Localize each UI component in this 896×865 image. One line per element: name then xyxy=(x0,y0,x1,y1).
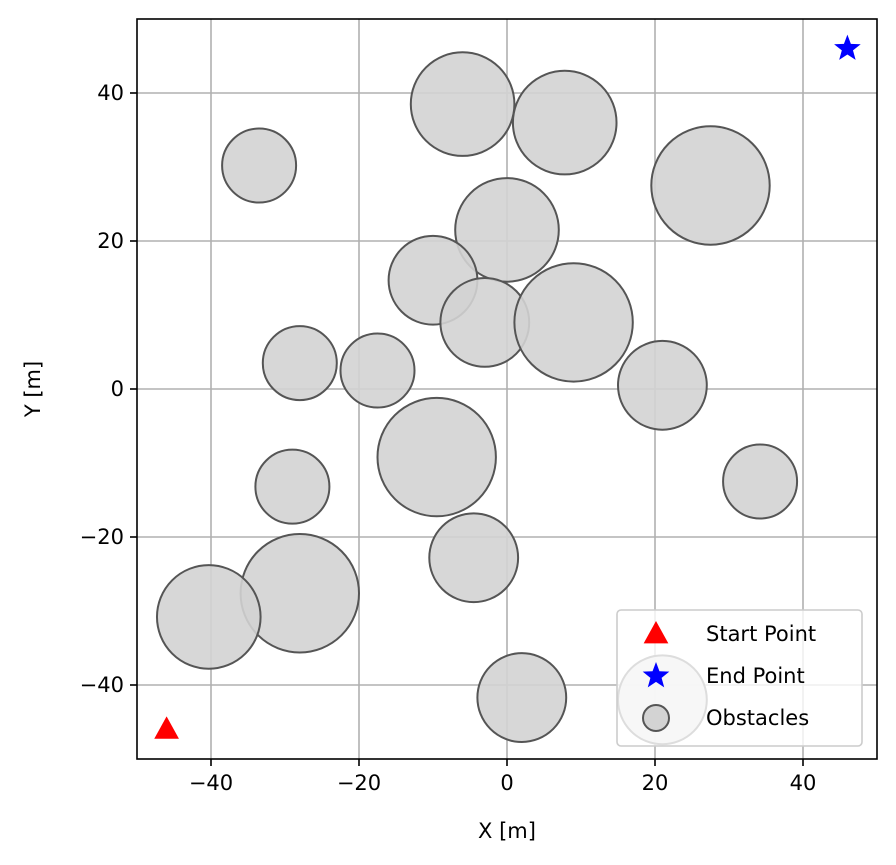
start-point-marker xyxy=(154,716,179,739)
x-tick-label: 20 xyxy=(642,771,669,795)
obstacle-circle xyxy=(617,339,708,431)
obstacle-circle xyxy=(428,512,520,604)
legend-start-marker xyxy=(643,621,669,644)
y-tick-label: 20 xyxy=(97,229,124,253)
legend-box xyxy=(616,609,863,747)
obstacle-circle xyxy=(476,652,568,743)
obstacle-circle xyxy=(155,564,262,670)
obstacle-circle xyxy=(221,127,298,204)
ticks: −40 −20 0 20 40 −40 −20 0 20 40 xyxy=(80,81,817,795)
obstacle-circle xyxy=(261,325,338,402)
obstacle-circle xyxy=(513,262,634,383)
x-tick-label: −20 xyxy=(337,771,381,795)
obstacle-circle xyxy=(376,396,497,518)
obstacle-circle xyxy=(254,448,331,525)
obstacle-circle xyxy=(511,69,618,176)
y-tick-label: 0 xyxy=(111,377,124,401)
legend-label: Start Point xyxy=(706,622,816,646)
y-tick-label: −20 xyxy=(80,525,124,549)
x-tick-label: 40 xyxy=(790,771,817,795)
markers-layer xyxy=(154,34,861,739)
x-tick-label: 0 xyxy=(500,771,513,795)
obstacle-circle xyxy=(339,332,416,409)
obstacle-circle xyxy=(409,51,516,157)
y-axis-label: Y [m] xyxy=(21,361,45,418)
legend-obstacle-marker xyxy=(642,704,670,732)
legend: Start Point End Point Obstacles xyxy=(616,609,863,747)
obstacle-circle xyxy=(650,125,771,246)
legend-label: End Point xyxy=(706,664,805,688)
obstacle-circle xyxy=(454,177,560,283)
end-point-marker xyxy=(834,34,861,60)
obstacles-layer xyxy=(155,51,799,746)
legend-end-marker xyxy=(642,662,670,688)
y-tick-label: −40 xyxy=(80,673,124,697)
x-axis-label: X [m] xyxy=(478,819,536,843)
legend-label: Obstacles xyxy=(706,706,809,730)
obstacle-circle xyxy=(722,443,799,520)
y-tick-label: 40 xyxy=(97,81,124,105)
x-tick-label: −40 xyxy=(189,771,233,795)
